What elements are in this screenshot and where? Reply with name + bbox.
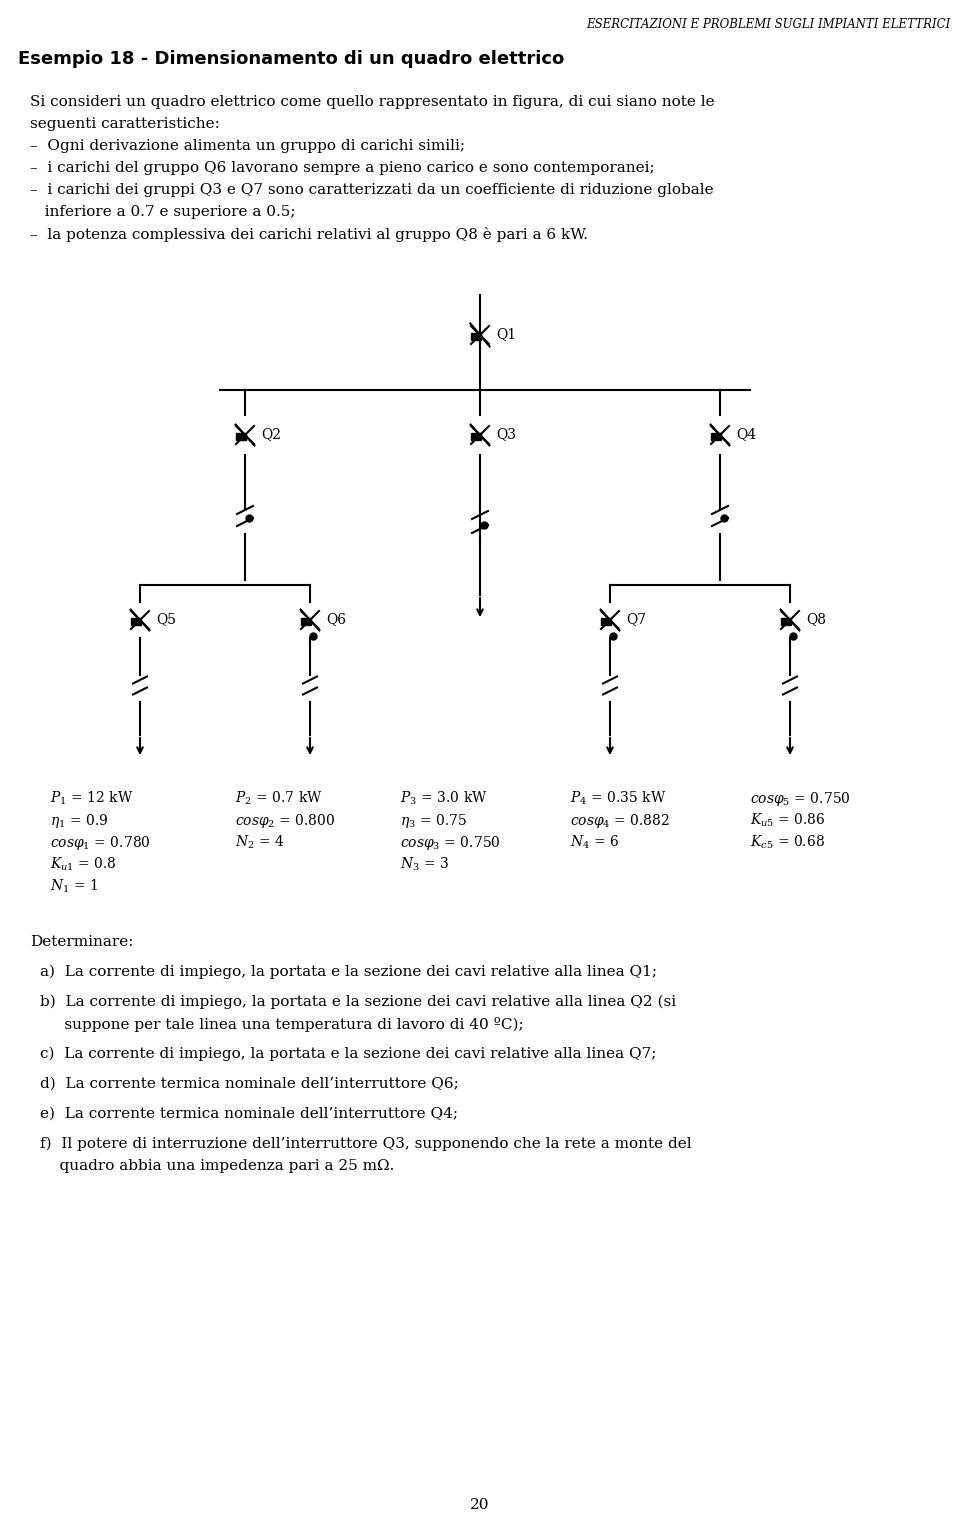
Text: a)  La corrente di impiego, la portata e la sezione dei cavi relative alla linea: a) La corrente di impiego, la portata e …	[40, 965, 657, 979]
Bar	[711, 433, 721, 440]
Text: $P_2$ = 0.7 kW: $P_2$ = 0.7 kW	[235, 789, 323, 808]
Bar	[781, 618, 791, 624]
Bar	[131, 618, 141, 624]
Text: $N_2$ = 4: $N_2$ = 4	[235, 833, 284, 852]
Text: Q1: Q1	[496, 326, 516, 342]
Bar	[601, 618, 611, 624]
Text: –  i carichi del gruppo Q6 lavorano sempre a pieno carico e sono contemporanei;: – i carichi del gruppo Q6 lavorano sempr…	[30, 161, 655, 175]
Text: Q2: Q2	[261, 427, 281, 442]
Text: –  Ogni derivazione alimenta un gruppo di carichi simili;: – Ogni derivazione alimenta un gruppo di…	[30, 140, 465, 153]
Text: Q8: Q8	[806, 612, 826, 625]
Text: suppone per tale linea una temperatura di lavoro di 40 ºC);: suppone per tale linea una temperatura d…	[40, 1017, 523, 1032]
Text: Q6: Q6	[326, 612, 346, 625]
Text: $cos\varphi_5$ = 0.750: $cos\varphi_5$ = 0.750	[750, 789, 851, 808]
Text: ESERCITAZIONI E PROBLEMI SUGLI IMPIANTI ELETTRICI: ESERCITAZIONI E PROBLEMI SUGLI IMPIANTI …	[586, 18, 950, 30]
Text: 20: 20	[470, 1498, 490, 1512]
Text: e)  La corrente termica nominale dell’interruttore Q4;: e) La corrente termica nominale dell’int…	[40, 1107, 458, 1120]
Text: f)  Il potere di interruzione dell’interruttore Q3, supponendo che la rete a mon: f) Il potere di interruzione dell’interr…	[40, 1137, 691, 1151]
Text: Q7: Q7	[626, 612, 646, 625]
Text: inferiore a 0.7 e superiore a 0.5;: inferiore a 0.7 e superiore a 0.5;	[30, 205, 296, 219]
Text: seguenti caratteristiche:: seguenti caratteristiche:	[30, 117, 220, 131]
Text: $cos\varphi_4$ = 0.882: $cos\varphi_4$ = 0.882	[570, 812, 670, 830]
Text: c)  La corrente di impiego, la portata e la sezione dei cavi relative alla linea: c) La corrente di impiego, la portata e …	[40, 1047, 657, 1061]
Text: $N_4$ = 6: $N_4$ = 6	[570, 833, 619, 852]
Text: –  i carichi dei gruppi Q3 e Q7 sono caratterizzati da un coefficiente di riduzi: – i carichi dei gruppi Q3 e Q7 sono cara…	[30, 184, 713, 197]
Bar	[301, 618, 311, 624]
Text: $\eta_3$ = 0.75: $\eta_3$ = 0.75	[400, 812, 468, 830]
Text: $cos\varphi_3$ = 0.750: $cos\varphi_3$ = 0.750	[400, 833, 501, 852]
Text: $K_{u5}$ = 0.86: $K_{u5}$ = 0.86	[750, 812, 826, 829]
Text: Esempio 18 - Dimensionamento di un quadro elettrico: Esempio 18 - Dimensionamento di un quadr…	[18, 50, 564, 68]
Text: $cos\varphi_1$ = 0.780: $cos\varphi_1$ = 0.780	[50, 833, 151, 852]
Text: Determinare:: Determinare:	[30, 935, 133, 949]
Text: $\eta_1$ = 0.9: $\eta_1$ = 0.9	[50, 812, 108, 830]
Text: $P_4$ = 0.35 kW: $P_4$ = 0.35 kW	[570, 789, 666, 808]
Text: d)  La corrente termica nominale dell’interruttore Q6;: d) La corrente termica nominale dell’int…	[40, 1076, 459, 1091]
Text: $K_{u1}$ = 0.8: $K_{u1}$ = 0.8	[50, 856, 116, 873]
Text: $N_1$ = 1: $N_1$ = 1	[50, 877, 98, 896]
Text: $P_1$ = 12 kW: $P_1$ = 12 kW	[50, 789, 133, 808]
Text: Q4: Q4	[736, 427, 756, 442]
Bar	[236, 433, 246, 440]
Bar	[471, 433, 481, 440]
Text: $P_3$ = 3.0 kW: $P_3$ = 3.0 kW	[400, 789, 488, 808]
Text: Q5: Q5	[156, 612, 176, 625]
Text: $N_3$ = 3: $N_3$ = 3	[400, 856, 449, 873]
Bar	[471, 332, 481, 340]
Text: b)  La corrente di impiego, la portata e la sezione dei cavi relative alla linea: b) La corrente di impiego, la portata e …	[40, 994, 676, 1009]
Text: $cos\varphi_2$ = 0.800: $cos\varphi_2$ = 0.800	[235, 812, 335, 830]
Text: Q3: Q3	[496, 427, 516, 442]
Text: quadro abbia una impedenza pari a 25 mΩ.: quadro abbia una impedenza pari a 25 mΩ.	[40, 1160, 395, 1173]
Text: $K_{c5}$ = 0.68: $K_{c5}$ = 0.68	[750, 833, 825, 852]
Text: Si consideri un quadro elettrico come quello rappresentato in figura, di cui sia: Si consideri un quadro elettrico come qu…	[30, 96, 714, 109]
Text: –  la potenza complessiva dei carichi relativi al gruppo Q8 è pari a 6 kW.: – la potenza complessiva dei carichi rel…	[30, 228, 588, 241]
